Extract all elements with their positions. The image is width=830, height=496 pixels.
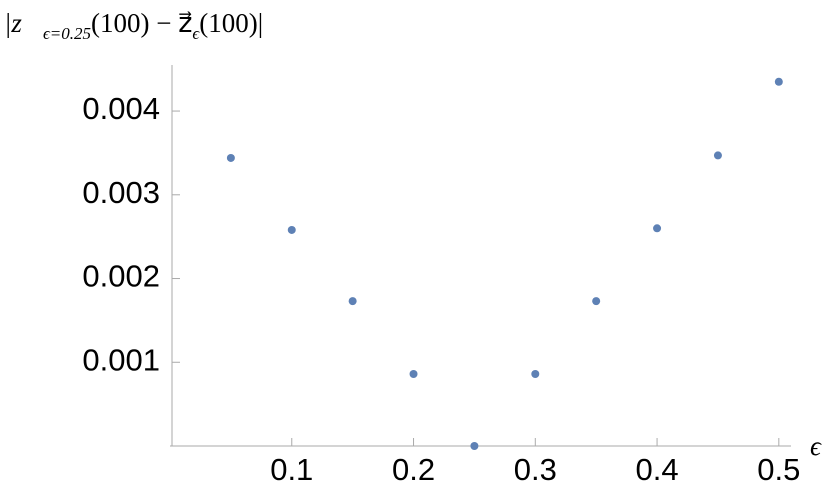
y-axis-label: |z⃗ϵ=0.25(100) − z⃗ϵ(100)| [4,8,263,43]
point [470,442,479,450]
point [713,151,722,160]
y-tick-label: 0.003 [82,175,160,210]
x-tick-label: 0.4 [636,452,679,487]
point [774,77,783,86]
x-tick-label: 0.1 [270,452,313,487]
y-label-part: ϵ [192,24,200,43]
point [653,224,662,233]
point [531,369,540,378]
y-label-part: (100)| [199,8,263,38]
x-tick-label: 0.3 [514,452,557,487]
point [226,153,235,162]
x-axis-label: ϵ [810,431,822,461]
x-tick-label: 0.5 [757,452,800,487]
y-tick-label: 0.002 [82,259,160,294]
point [287,225,296,234]
y-tick-label: 0.001 [82,342,160,377]
y-tick-label: 0.004 [82,91,160,126]
point [592,297,601,306]
y-label-part: (100) − z⃗ [91,8,192,38]
y-label-part: ϵ=0.25 [43,24,91,43]
point [348,297,357,306]
x-tick-label: 0.2 [392,452,435,487]
point [409,369,418,378]
y-label-part: |z⃗ [4,8,43,38]
